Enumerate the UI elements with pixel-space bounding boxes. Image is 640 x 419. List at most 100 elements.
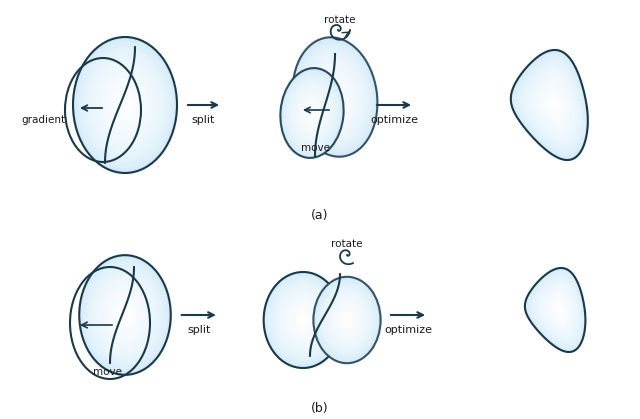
Polygon shape [518, 59, 582, 151]
Ellipse shape [79, 45, 171, 165]
Polygon shape [526, 270, 584, 350]
Polygon shape [540, 287, 574, 334]
Ellipse shape [339, 310, 355, 330]
Ellipse shape [123, 102, 127, 108]
Ellipse shape [303, 52, 367, 142]
Ellipse shape [100, 72, 150, 137]
Polygon shape [522, 63, 580, 147]
Ellipse shape [291, 305, 316, 335]
Text: move: move [301, 143, 330, 153]
Ellipse shape [116, 94, 133, 116]
Polygon shape [525, 67, 577, 142]
Ellipse shape [112, 298, 138, 332]
Ellipse shape [325, 83, 345, 111]
Ellipse shape [301, 49, 369, 145]
Ellipse shape [294, 308, 312, 331]
Ellipse shape [96, 67, 154, 143]
Ellipse shape [297, 91, 327, 134]
Ellipse shape [88, 56, 163, 154]
Ellipse shape [300, 47, 371, 147]
Ellipse shape [113, 89, 138, 122]
Ellipse shape [320, 75, 350, 119]
Ellipse shape [101, 284, 148, 346]
Polygon shape [516, 57, 584, 153]
Ellipse shape [83, 51, 166, 159]
Ellipse shape [326, 85, 344, 109]
Ellipse shape [305, 54, 365, 140]
Ellipse shape [278, 289, 328, 351]
Ellipse shape [310, 109, 314, 116]
Ellipse shape [284, 73, 340, 153]
Polygon shape [538, 83, 568, 127]
Ellipse shape [273, 284, 333, 357]
Ellipse shape [276, 287, 330, 353]
Ellipse shape [317, 282, 376, 358]
Ellipse shape [94, 64, 156, 146]
Ellipse shape [88, 267, 162, 363]
Ellipse shape [314, 277, 381, 363]
Polygon shape [525, 268, 586, 352]
Polygon shape [553, 302, 565, 318]
Ellipse shape [321, 287, 372, 353]
Polygon shape [543, 290, 572, 330]
Ellipse shape [301, 318, 305, 322]
Ellipse shape [294, 88, 330, 138]
Ellipse shape [292, 307, 314, 334]
Ellipse shape [343, 315, 351, 325]
Text: rotate: rotate [324, 15, 356, 25]
Ellipse shape [116, 303, 134, 327]
Ellipse shape [303, 101, 321, 126]
Ellipse shape [337, 308, 356, 332]
Ellipse shape [306, 104, 318, 122]
Ellipse shape [118, 305, 132, 325]
Ellipse shape [308, 108, 316, 119]
Ellipse shape [265, 274, 340, 366]
Ellipse shape [284, 297, 322, 343]
Polygon shape [529, 273, 582, 347]
Ellipse shape [287, 301, 319, 339]
Ellipse shape [75, 40, 175, 170]
Ellipse shape [111, 86, 140, 124]
Ellipse shape [295, 310, 311, 330]
Ellipse shape [275, 285, 332, 354]
Ellipse shape [328, 88, 342, 106]
Ellipse shape [306, 57, 364, 137]
Ellipse shape [323, 289, 371, 351]
Ellipse shape [285, 75, 339, 151]
Ellipse shape [288, 79, 336, 147]
Ellipse shape [292, 37, 378, 157]
Ellipse shape [291, 83, 333, 144]
Text: (b): (b) [311, 401, 329, 414]
Ellipse shape [323, 80, 347, 114]
Text: gradient: gradient [21, 115, 65, 125]
Ellipse shape [332, 92, 339, 102]
Ellipse shape [115, 91, 136, 119]
Ellipse shape [97, 279, 152, 351]
Ellipse shape [107, 291, 143, 339]
Polygon shape [533, 278, 579, 342]
Ellipse shape [310, 61, 360, 133]
Ellipse shape [81, 258, 169, 372]
Polygon shape [515, 54, 585, 155]
Polygon shape [513, 52, 586, 158]
Polygon shape [547, 295, 569, 325]
Ellipse shape [268, 278, 338, 362]
Polygon shape [520, 61, 581, 149]
Polygon shape [531, 74, 573, 136]
Ellipse shape [300, 316, 306, 324]
Polygon shape [541, 288, 573, 332]
Polygon shape [559, 308, 561, 312]
Polygon shape [552, 300, 566, 320]
Polygon shape [550, 298, 567, 322]
Ellipse shape [326, 292, 369, 348]
Polygon shape [523, 65, 579, 145]
Ellipse shape [280, 291, 326, 349]
Text: rotate: rotate [332, 239, 363, 249]
Polygon shape [541, 88, 566, 123]
Polygon shape [535, 280, 579, 340]
Ellipse shape [307, 106, 317, 120]
Polygon shape [534, 79, 571, 132]
Ellipse shape [90, 59, 161, 151]
Ellipse shape [104, 78, 146, 132]
Ellipse shape [283, 72, 341, 154]
